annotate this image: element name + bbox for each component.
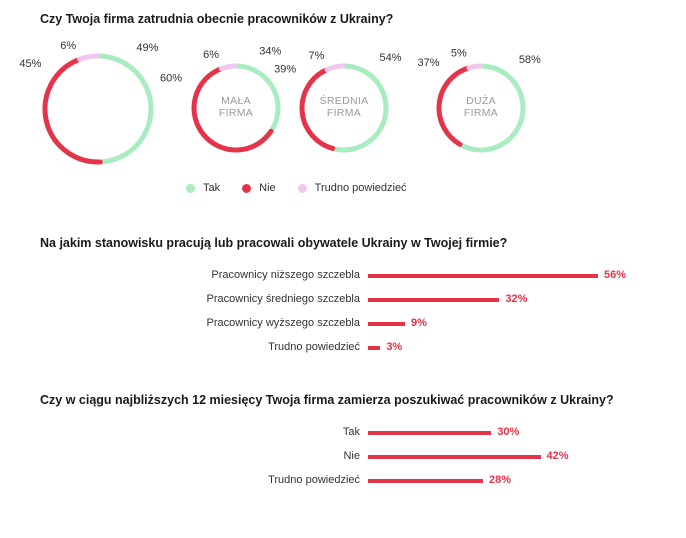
- donut-3-segment-nie: [436, 65, 470, 147]
- bar: [368, 322, 405, 326]
- bar-category-label: Trudno powiedzieć: [268, 341, 360, 353]
- legend-label-nie: Nie: [259, 182, 276, 194]
- donut-2-segment-nie: [299, 67, 336, 151]
- bar-row: Pracownicy średniego szczebla 32%: [0, 292, 686, 306]
- legend-item-tak: Tak: [186, 182, 220, 194]
- legend-label-trudno: Trudno powiedzieć: [314, 182, 407, 194]
- legend-dot-tak: [186, 183, 195, 193]
- donut-2-segment-tak: [331, 63, 389, 153]
- bar-category-label: Trudno powiedzieć: [268, 474, 360, 486]
- bar: [368, 346, 381, 350]
- legend-dot-trudno: [297, 183, 307, 193]
- bar: [368, 298, 500, 302]
- bar-category-label: Pracownicy niższego szczebla: [211, 269, 360, 281]
- donut-2-label-trudno: 7%: [309, 50, 325, 62]
- chart-title-plans: Czy w ciągu najbliższych 12 miesięcy Two…: [40, 393, 614, 407]
- bar-category-label: Pracownicy średniego szczebla: [206, 293, 360, 305]
- donut-3-label-tak: 58%: [519, 54, 541, 66]
- donut-1-segment-tak: [234, 63, 281, 133]
- donut-3-center-label: FIRMA: [464, 107, 498, 119]
- donut-0-segment-trudno: [77, 53, 100, 62]
- donut-1-segment-nie: [191, 66, 274, 153]
- bar-row: Tak 30%: [0, 425, 686, 439]
- legend-dot-nie: [242, 183, 252, 193]
- bar: [368, 274, 598, 278]
- donut-1-center-label: MAŁA: [221, 95, 251, 107]
- donut-1-label-nie: 60%: [160, 72, 182, 84]
- bar-category-label: Pracownicy wyższego szczebla: [206, 317, 360, 329]
- bar-value-label: 56%: [604, 269, 627, 281]
- bar-row: Pracownicy wyższego szczebla 9%: [0, 316, 686, 330]
- donut-0-label-nie: 45%: [19, 58, 41, 70]
- bar-value-label: 3%: [386, 341, 403, 353]
- donut-0-segment-nie: [42, 57, 103, 165]
- bar: [368, 479, 483, 483]
- donut-0-segment-tak: [96, 53, 154, 165]
- donut-0-label-tak: 49%: [136, 42, 158, 54]
- donut-1-label-trudno: 6%: [203, 49, 219, 61]
- bar-row: Trudno powiedzieć 28%: [0, 473, 686, 487]
- legend-item-nie: Nie: [242, 182, 276, 194]
- donut-3-label-trudno: 5%: [451, 48, 467, 60]
- donut-1-segment-trudno: [218, 63, 238, 72]
- donut-2-segment-trudno: [324, 63, 346, 73]
- bar-value-label: 28%: [489, 474, 512, 486]
- bar-value-label: 9%: [410, 317, 427, 329]
- donut-2-label-tak: 54%: [380, 52, 402, 64]
- donut-1-label-tak: 34%: [259, 46, 281, 58]
- bar-row: Trudno powiedzieć 3%: [0, 340, 686, 354]
- bar-row: Nie 42%: [0, 449, 686, 463]
- bar-category-label: Tak: [342, 426, 360, 438]
- donut-charts: 49%45%6% 34%60%6%MAŁAFIRMA54%39%7%ŚREDNIA…: [19, 40, 541, 165]
- legend: Tak Nie Trudno powiedzieć: [186, 182, 407, 194]
- donut-2-center-label: FIRMA: [327, 107, 361, 119]
- bar-value-label: 42%: [546, 450, 569, 462]
- bar: [368, 455, 541, 459]
- bar-value-label: 30%: [497, 426, 520, 438]
- donut-3-segment-trudno: [466, 63, 483, 71]
- legend-label-tak: Tak: [203, 182, 221, 194]
- bar-value-label: 32%: [505, 293, 528, 305]
- donut-3-segment-tak: [459, 63, 526, 153]
- bar-row: Pracownicy niższego szczebla 56%: [0, 268, 686, 282]
- donut-2-label-nie: 39%: [274, 64, 296, 76]
- chart-title-employment: Czy Twoja firma zatrudnia obecnie pracow…: [40, 12, 394, 26]
- donut-2-center-label: ŚREDNIA: [320, 94, 369, 107]
- chart-title-positions: Na jakim stanowisku pracują lub pracowal…: [40, 236, 508, 250]
- donut-0-label-trudno: 6%: [60, 40, 76, 52]
- legend-item-trudno: Trudno powiedzieć: [297, 182, 407, 194]
- bar: [368, 431, 492, 435]
- donut-3-label-nie: 37%: [418, 57, 440, 69]
- bar-category-label: Nie: [343, 450, 360, 462]
- donut-3-center-label: DUŻA: [466, 94, 496, 107]
- donut-1-center-label: FIRMA: [219, 107, 253, 119]
